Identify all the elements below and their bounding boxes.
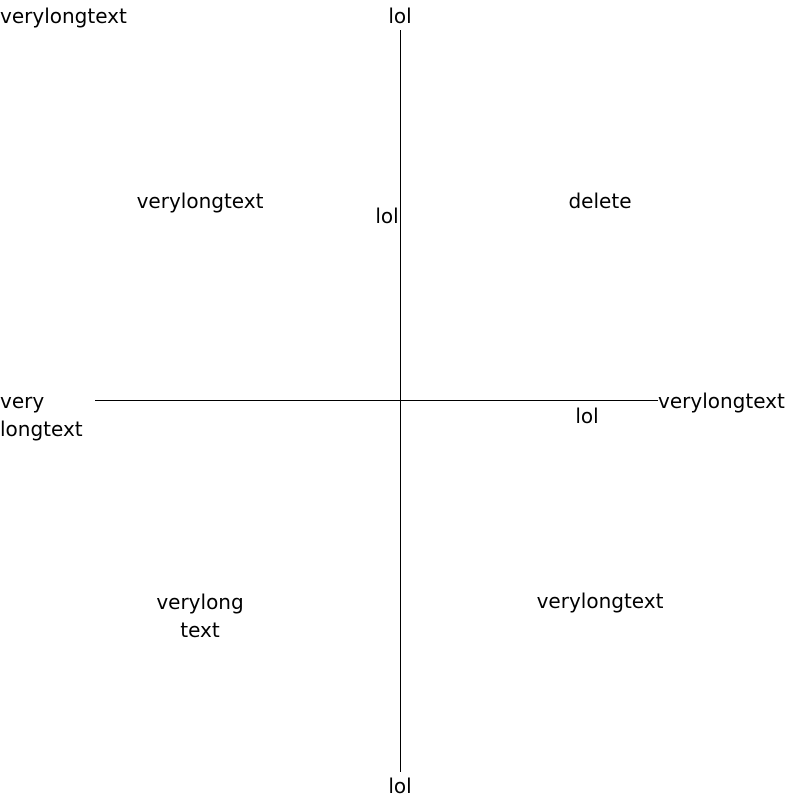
y-axis-bottom-label: lol bbox=[388, 774, 412, 798]
point-label: lol bbox=[575, 404, 599, 428]
quadrant-top-right-label: delete bbox=[568, 189, 632, 213]
y-axis-top-label: lol bbox=[388, 4, 412, 28]
x-axis-left-label: very longtext bbox=[0, 387, 83, 443]
x-axis-line bbox=[95, 400, 658, 401]
quadrant-bottom-left-label: verylong text bbox=[100, 588, 300, 644]
y-axis-line bbox=[400, 30, 401, 772]
x-axis-left-label-line-2: longtext bbox=[0, 417, 83, 441]
x-axis-left-label-line-1: very bbox=[0, 389, 45, 413]
quadrant-bottom-left-line-2: text bbox=[180, 618, 220, 642]
point-label: lol bbox=[375, 204, 399, 228]
quadrant-bottom-right-label: verylongtext bbox=[536, 589, 664, 613]
chart-title: verylongtext bbox=[0, 4, 127, 28]
quadrant-top-left-label: verylongtext bbox=[136, 189, 264, 213]
quadrant-bottom-left-line-1: verylong bbox=[156, 590, 244, 614]
x-axis-right-label: verylongtext bbox=[658, 389, 785, 413]
